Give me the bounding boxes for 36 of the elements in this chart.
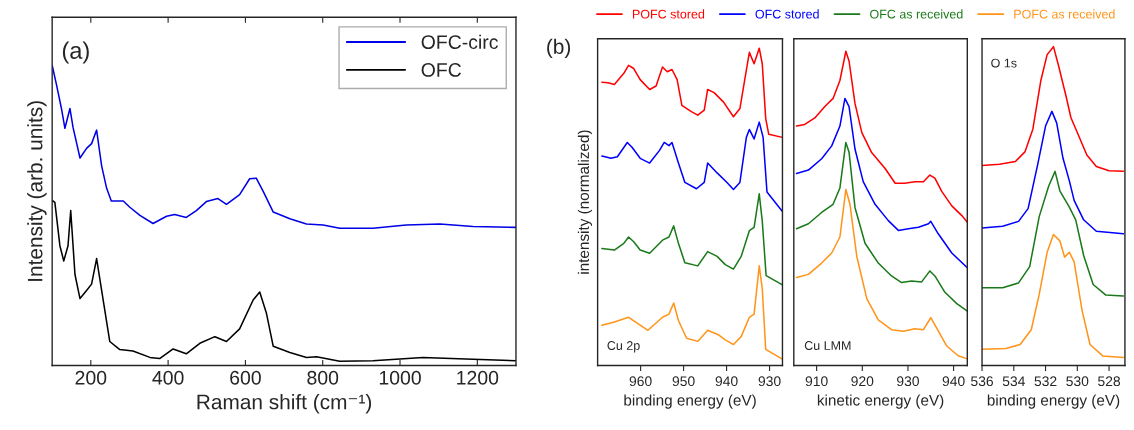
x-tick-label: 1000 (379, 370, 421, 385)
x-tick-label: 940 (715, 376, 738, 387)
x-tick-label: 950 (672, 376, 695, 387)
x-axis-title: Raman shift (cm⁻¹) (197, 394, 372, 414)
x-axis-title: kinetic energy (eV) (817, 394, 944, 409)
x-tick-label: 940 (942, 376, 965, 387)
x-tick-label: 528 (1098, 376, 1121, 387)
x-axis-title: binding energy (eV) (987, 394, 1120, 409)
annotation: Cu 2p (607, 341, 640, 353)
x-tick-label: 534 (1002, 376, 1025, 387)
text: (b) (547, 38, 571, 59)
x-tick-label: 920 (851, 376, 874, 387)
x-tick-label: 400 (152, 370, 184, 385)
annotation: Cu LMM (804, 341, 851, 350)
legend-label: OFC-circ (421, 34, 498, 49)
x-tick-label: 1200 (457, 370, 499, 385)
x-tick-label: 930 (897, 376, 919, 387)
x-tick-label: 910 (805, 376, 828, 387)
x-tick-label: 930 (758, 376, 781, 387)
x-tick-label: 800 (307, 370, 339, 385)
legend-label: POFC stored (632, 9, 705, 19)
y-axis-title: Intensity (arb. units) (27, 101, 47, 281)
x-tick-label: 200 (75, 370, 107, 385)
text: (a) (62, 41, 89, 64)
x-tick-label: 532 (1034, 376, 1057, 387)
y-axis-title: intensity (normalized) (577, 130, 593, 274)
legend-label: OFC (421, 63, 462, 77)
x-tick-label: 960 (629, 376, 652, 387)
x-tick-label: 600 (230, 370, 261, 385)
x-axis-title: binding energy (eV) (624, 394, 756, 409)
x-tick-label: 536 (971, 376, 994, 387)
legend-label: OFC as received (870, 9, 963, 19)
legend-label: OFC stored (755, 9, 819, 19)
x-tick-label: 530 (1066, 376, 1089, 387)
legend-label: POFC as received (1014, 9, 1115, 19)
annotation: O 1s (991, 58, 1017, 68)
